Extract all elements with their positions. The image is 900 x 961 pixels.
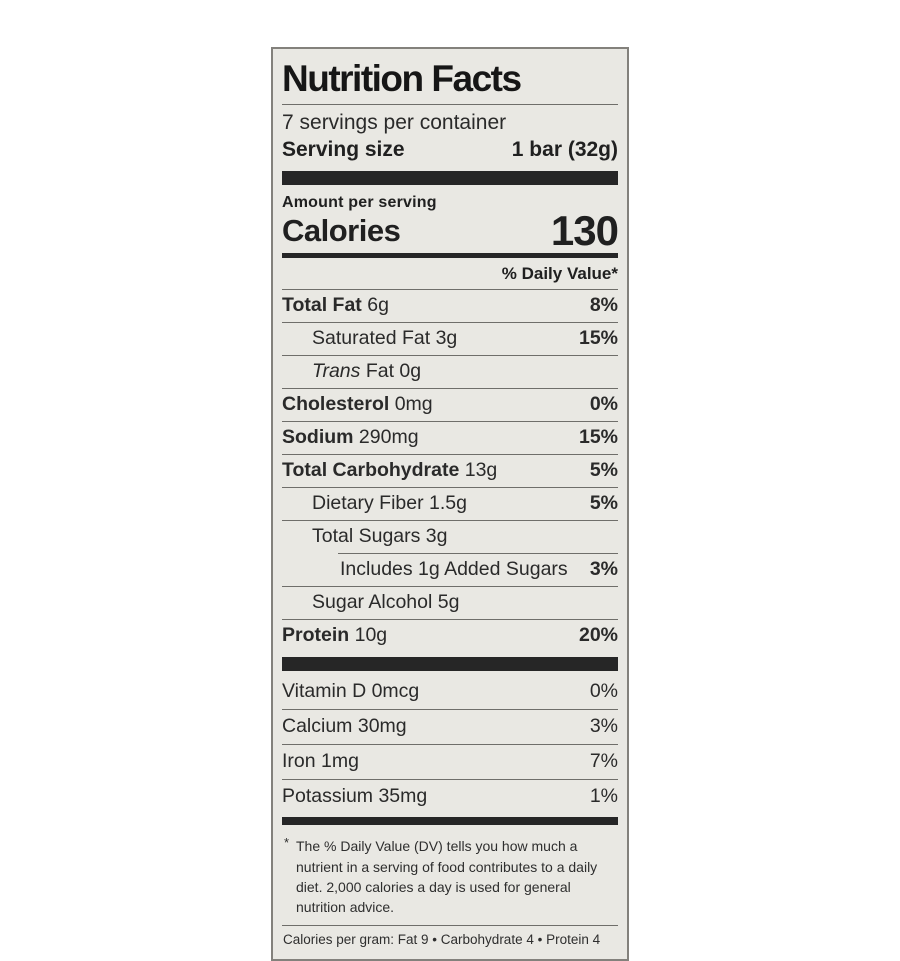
dv-value: 5% xyxy=(589,492,618,515)
dv-value: 3% xyxy=(589,558,618,581)
dv-value: 7% xyxy=(589,750,618,773)
calories-value: 130 xyxy=(550,206,619,254)
nutrient-row-cholesterol: Cholesterol 0mg 0% xyxy=(282,393,618,416)
page-background: Nutrition Facts 7 servings per container… xyxy=(271,47,629,961)
nutrient-row-total-carbohydrate: Total Carbohydrate 13g 5% xyxy=(282,459,618,482)
divider xyxy=(282,744,618,746)
divider xyxy=(282,388,618,390)
section-bar xyxy=(282,170,618,185)
calories-label: Calories xyxy=(282,213,401,249)
dv-value: 0% xyxy=(589,393,618,416)
section-bar xyxy=(282,817,618,826)
daily-value-footnote: * The % Daily Value (DV) tells you how m… xyxy=(284,835,598,916)
nutrient-row-total-sugars: Total Sugars 3g xyxy=(312,525,448,548)
vitamin-row-iron: Iron 1mg 7% xyxy=(282,750,618,773)
nutrient-row-added-sugars: Includes 1g Added Sugars 3% xyxy=(340,558,618,581)
nutrient-row-trans-fat: Trans Fat 0g xyxy=(312,360,422,383)
divider xyxy=(282,586,618,588)
dv-value: 15% xyxy=(578,327,618,350)
nutrient-row-protein: Protein 10g 20% xyxy=(282,624,618,647)
vitamin-row-vitamin-d: Vitamin D 0mcg 0% xyxy=(282,680,618,703)
divider xyxy=(338,553,618,555)
calories-row: Calories 130 xyxy=(282,206,619,254)
calories-per-gram: Calories per gram: Fat 9 • Carbohydrate … xyxy=(283,931,601,947)
dv-value: 8% xyxy=(589,294,618,317)
nutrient-row-total-fat: Total Fat 6g 8% xyxy=(282,294,618,317)
dv-value: 1% xyxy=(589,785,618,808)
dv-value: 3% xyxy=(589,715,618,738)
divider xyxy=(282,253,618,259)
divider xyxy=(282,322,618,324)
nutrient-row-sodium: Sodium 290mg 15% xyxy=(282,426,618,449)
dv-value: 0% xyxy=(589,680,618,703)
nutrient-row-saturated-fat: Saturated Fat 3g 15% xyxy=(312,327,618,350)
divider xyxy=(282,103,618,105)
servings-per-container: 7 servings per container xyxy=(282,110,507,134)
divider xyxy=(282,619,618,621)
serving-size-row: Serving size 1 bar (32g) xyxy=(282,136,618,166)
daily-value-header: % Daily Value* xyxy=(501,264,618,284)
serving-size-label: Serving size xyxy=(282,137,405,161)
vitamin-row-potassium: Potassium 35mg 1% xyxy=(282,785,618,808)
divider xyxy=(282,421,618,423)
nutrient-row-dietary-fiber: Dietary Fiber 1.5g 5% xyxy=(312,492,618,515)
footnote-asterisk: * xyxy=(284,835,290,851)
divider xyxy=(282,454,618,456)
section-bar xyxy=(282,657,618,672)
divider xyxy=(282,709,618,711)
nutrient-row-sugar-alcohol: Sugar Alcohol 5g xyxy=(312,591,460,614)
dv-value: 15% xyxy=(578,426,618,449)
serving-size-value: 1 bar (32g) xyxy=(511,137,618,161)
divider xyxy=(282,487,618,489)
dv-value: 20% xyxy=(578,624,618,647)
dv-value: 5% xyxy=(589,459,618,482)
divider xyxy=(282,355,618,357)
amount-per-serving: Amount per serving xyxy=(282,193,437,211)
nutrition-facts-label: Nutrition Facts 7 servings per container… xyxy=(271,47,629,961)
label-title: Nutrition Facts xyxy=(282,58,522,99)
divider xyxy=(282,289,618,291)
vitamin-row-calcium: Calcium 30mg 3% xyxy=(282,715,618,738)
divider xyxy=(282,779,618,781)
divider xyxy=(282,520,618,522)
